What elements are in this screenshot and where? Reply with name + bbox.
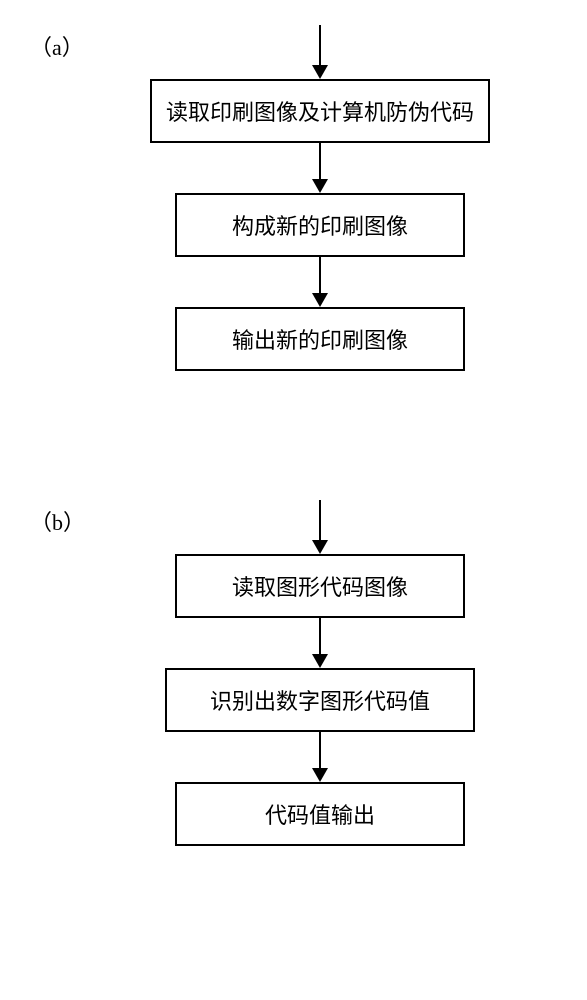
box-b-1: 识别出数字图形代码值 [165,668,475,732]
box-a-1-text: 构成新的印刷图像 [232,209,408,241]
section-a-label: （a） [30,30,84,62]
arrow-a-1 [312,143,328,193]
flowchart-a: 读取印刷图像及计算机防伪代码 构成新的印刷图像 输出新的印刷图像 [150,25,490,371]
flowchart-b: 读取图形代码图像 识别出数字图形代码值 代码值输出 [150,500,490,846]
arrow-b-2 [312,732,328,782]
box-a-0-text: 读取印刷图像及计算机防伪代码 [166,95,474,127]
box-b-1-text: 识别出数字图形代码值 [210,684,430,716]
box-a-2-text: 输出新的印刷图像 [232,323,408,355]
box-b-2-text: 代码值输出 [265,798,375,830]
arrow-a-0 [312,25,328,79]
arrow-a-2 [312,257,328,307]
arrow-b-1 [312,618,328,668]
box-a-0: 读取印刷图像及计算机防伪代码 [150,79,490,143]
section-b-label: （b） [30,505,85,537]
box-b-2: 代码值输出 [175,782,465,846]
box-a-2: 输出新的印刷图像 [175,307,465,371]
arrow-b-0 [312,500,328,554]
box-b-0-text: 读取图形代码图像 [232,570,408,602]
box-a-1: 构成新的印刷图像 [175,193,465,257]
box-b-0: 读取图形代码图像 [175,554,465,618]
